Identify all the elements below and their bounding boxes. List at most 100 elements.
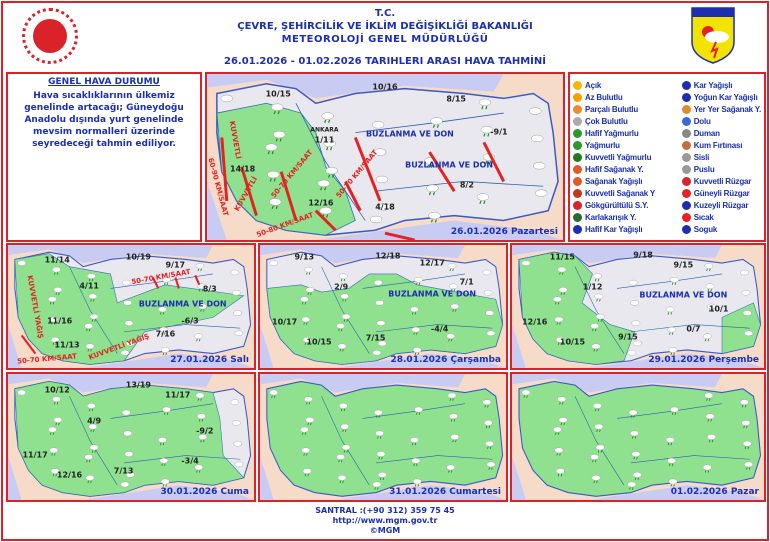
weather-icon	[412, 478, 422, 487]
weather-icon	[337, 343, 347, 352]
light-rain-icon	[573, 128, 582, 138]
temperature-label: 13/19	[125, 380, 151, 390]
legend-item: Gökgürültülü S.Y.	[573, 199, 655, 211]
temperature-label: 10/15	[265, 89, 291, 99]
legend-item: Sıcak	[681, 211, 761, 223]
temperature-label: 12/16	[56, 470, 83, 480]
weather-icon	[480, 125, 494, 137]
legend-label: Kuvvetli Sağanak Y	[585, 188, 656, 198]
weather-icon	[197, 413, 206, 422]
frost-warning-label: BUZLANMA VE DON	[138, 299, 227, 309]
weather-icon	[378, 340, 387, 347]
wind-arrow	[279, 171, 298, 221]
weather-icon	[591, 474, 601, 484]
legend-item: Duman	[681, 127, 761, 139]
temperature-label: 9/15	[673, 260, 694, 270]
weather-icon	[740, 399, 749, 408]
temperature-label: 14/18	[230, 164, 256, 174]
temperature-label: -9/2	[196, 426, 214, 436]
forecast-map: 10/12 13/19 11/17 4/9 -9/2 11/17 -3/4 12/16 7/13…	[6, 372, 256, 502]
copyright: ©MGM	[369, 526, 401, 535]
weather-icon	[668, 347, 678, 356]
header-line-1: T.C.	[374, 8, 396, 19]
weather-icon	[373, 409, 383, 418]
weather-icon	[52, 266, 61, 275]
temperature-label: 10/15	[559, 337, 586, 347]
weather-icon	[707, 303, 716, 312]
wind-arrow	[174, 277, 180, 289]
wind-arrow	[384, 231, 416, 240]
weather-icon	[317, 179, 330, 191]
weather-icon	[197, 283, 206, 292]
legend-item: Kar Yağışlı	[681, 79, 761, 91]
map-date: 01.02.2026 Pazar	[670, 487, 759, 497]
map-date: 31.01.2026 Cumartesi	[389, 487, 501, 497]
weather-icon	[158, 306, 167, 315]
legend-item: Puslu	[681, 163, 761, 175]
frost-warning-label: BUZLANMA VE DON	[405, 160, 494, 170]
frost-warning-label: BUZLANMA VE DON	[365, 129, 454, 139]
weather-icon	[341, 444, 351, 453]
website-link[interactable]: http://www.mgm.gov.tr	[332, 516, 438, 525]
weather-icon	[555, 468, 565, 477]
weather-icon	[740, 269, 749, 276]
weather-icon	[273, 130, 286, 142]
legend-label: Soguk	[693, 224, 718, 234]
turkey-map	[8, 245, 254, 368]
temperature-label: 0/7	[686, 324, 701, 334]
weather-icon	[375, 430, 384, 439]
weather-icon	[744, 461, 753, 470]
temperature-label: -6/3	[181, 316, 199, 326]
weather-icon	[627, 481, 637, 490]
weather-icon	[704, 263, 714, 272]
legend-label: Sıcak	[693, 212, 714, 222]
weather-icon	[50, 468, 60, 477]
wind-arrow	[428, 151, 456, 192]
legend-item: Hafif Sağanak Y.	[573, 163, 655, 175]
temperature-label: 1/12	[582, 282, 603, 292]
temperature-label: 12/17	[419, 258, 445, 268]
weather-icon	[265, 143, 278, 155]
weather-icon	[301, 316, 311, 325]
weather-icon	[411, 457, 421, 467]
weather-icon	[667, 326, 676, 335]
legend-item: Kuvvetli Sağanak Y	[573, 187, 655, 199]
weather-icon	[85, 343, 95, 352]
directorate-name: METEOROLOJİ GENEL MÜDÜRLÜĞÜ	[281, 34, 489, 45]
weather-icon	[269, 389, 278, 398]
legend-label: Güneyli Rüzgar	[693, 188, 750, 198]
weather-icon	[88, 293, 98, 302]
heavy-shower-icon	[573, 188, 582, 198]
weather-icon	[121, 279, 131, 286]
weather-icon	[162, 277, 171, 285]
footer: SANTRAL :(+90 312) 359 75 45 http://www.…	[0, 506, 770, 536]
legend-item: Kuvvetli Rüzgar	[681, 175, 761, 187]
weather-icon	[230, 399, 240, 405]
temperature-label: 9/13	[294, 252, 315, 262]
weather-icon	[195, 392, 205, 401]
weather-icon	[194, 333, 203, 342]
snow-icon	[681, 80, 691, 90]
weather-icon	[446, 333, 455, 342]
map-date: 29.01.2026 Perşembe	[648, 355, 759, 365]
weather-icon	[88, 423, 98, 432]
temperature-label: 10/17	[272, 317, 298, 327]
weather-icon	[553, 296, 562, 305]
weather-icon	[321, 112, 334, 124]
smoke-icon	[681, 128, 691, 138]
legend-label: Karlakarışık Y.	[585, 212, 637, 222]
weather-icon	[302, 468, 312, 477]
weather-icon	[304, 396, 313, 405]
legend-item: Kuvvetli Yağmurlu	[573, 151, 655, 163]
weather-icon	[48, 426, 57, 435]
weather-icon	[668, 478, 678, 487]
weather-icon	[632, 472, 642, 481]
weather-icon	[631, 451, 641, 460]
legend-label: Dolu	[693, 116, 711, 126]
weather-icon	[372, 350, 382, 356]
legend-label: Hafif Kar Yağışlı	[585, 224, 643, 234]
weather-icon	[304, 266, 313, 275]
wind-arrow	[482, 141, 505, 183]
partly-cloudy-icon	[573, 104, 582, 114]
weather-icon	[49, 447, 59, 456]
